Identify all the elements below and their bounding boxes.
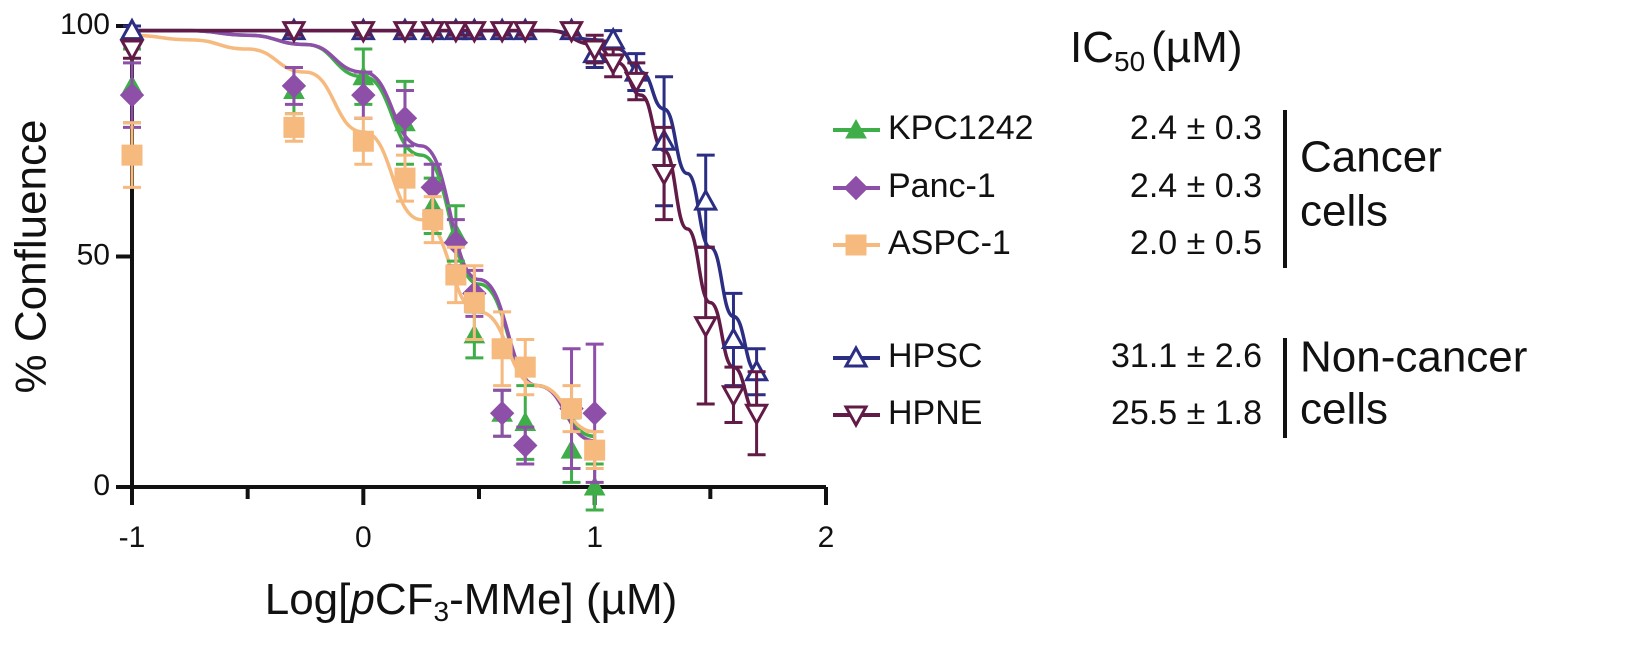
data-point [582, 401, 607, 426]
data-point [489, 21, 515, 44]
data-point [512, 21, 538, 44]
x-tick-label: 0 [355, 521, 372, 554]
group-label: Non-cancer [1300, 333, 1527, 382]
data-point [582, 39, 608, 63]
data-point [491, 338, 513, 360]
data-point [693, 316, 719, 339]
legend-header-part: 50 [1114, 46, 1145, 77]
data-point [514, 356, 536, 378]
data-point [584, 439, 606, 461]
legend-ic50: 2.0 ± 0.5 [1130, 224, 1262, 262]
legend-ic50: 25.5 ± 1.8 [1111, 394, 1262, 432]
data-point [651, 164, 677, 187]
legend-header-part: (µM) [1151, 23, 1242, 72]
y-tick-label: 0 [93, 469, 110, 502]
data-point [350, 21, 376, 44]
data-point [463, 292, 485, 314]
data-point [392, 105, 418, 131]
legend-marker [843, 344, 869, 368]
data-point [558, 21, 585, 44]
y-tick-label: 50 [77, 238, 110, 271]
group-label: cells [1300, 187, 1388, 236]
data-point [351, 82, 376, 108]
y-axis-title: % Confluence [7, 120, 56, 394]
data-point [392, 21, 418, 44]
data-point [720, 326, 747, 349]
data-point [281, 73, 307, 99]
data-point [461, 21, 487, 44]
data-point [583, 475, 606, 496]
data-point [720, 385, 747, 408]
x-axis-title-part: CF [375, 575, 434, 624]
x-axis-title-part: -MMe] (µM) [449, 575, 677, 624]
legend-ic50: 2.4 ± 0.3 [1130, 109, 1262, 147]
data-point [600, 53, 626, 76]
legend-header: IC50 (µM) [1070, 23, 1242, 78]
x-axis-title-part: 3 [434, 596, 450, 627]
legend-label: HPSC [888, 337, 982, 375]
x-axis-title: Log[pCF3-MMe] (µM) [265, 575, 678, 628]
y-tick-label: 100 [60, 8, 110, 41]
x-axis-title-part: Log[ [265, 575, 351, 624]
group-label: Cancer [1300, 133, 1442, 182]
legend-marker [845, 234, 867, 256]
data-point [561, 398, 583, 420]
data-point [352, 130, 374, 152]
data-point [394, 167, 416, 189]
data-point [119, 39, 145, 63]
data-point [623, 71, 649, 95]
legend-label: Panc-1 [888, 167, 996, 205]
legend-marker [843, 175, 869, 201]
data-point [119, 82, 145, 108]
x-tick-label: 1 [586, 521, 603, 554]
data-point [693, 188, 719, 211]
data-point [281, 21, 307, 44]
data-point [420, 21, 446, 44]
x-tick-label: -1 [119, 521, 146, 554]
data-point [744, 403, 770, 427]
data-point [489, 401, 515, 426]
legend-label: KPC1242 [888, 109, 1034, 147]
data-point [422, 209, 444, 231]
group-label: cells [1300, 385, 1388, 434]
legend-label: ASPC-1 [888, 224, 1011, 262]
legend-header-part: IC [1070, 23, 1114, 72]
data-point [600, 26, 626, 50]
data-point [121, 144, 143, 166]
x-tick-label: 2 [818, 521, 835, 554]
x-axis-title-part: p [348, 575, 374, 624]
data-point [283, 116, 305, 138]
legend-marker [843, 405, 869, 429]
legend-marker [845, 118, 867, 139]
legend-ic50: 2.4 ± 0.3 [1130, 167, 1262, 205]
legend-ic50: 31.1 ± 2.6 [1111, 337, 1262, 375]
data-point [445, 264, 467, 286]
legend-label: HPNE [888, 394, 982, 432]
data-point [443, 21, 469, 44]
data-point [513, 433, 538, 458]
